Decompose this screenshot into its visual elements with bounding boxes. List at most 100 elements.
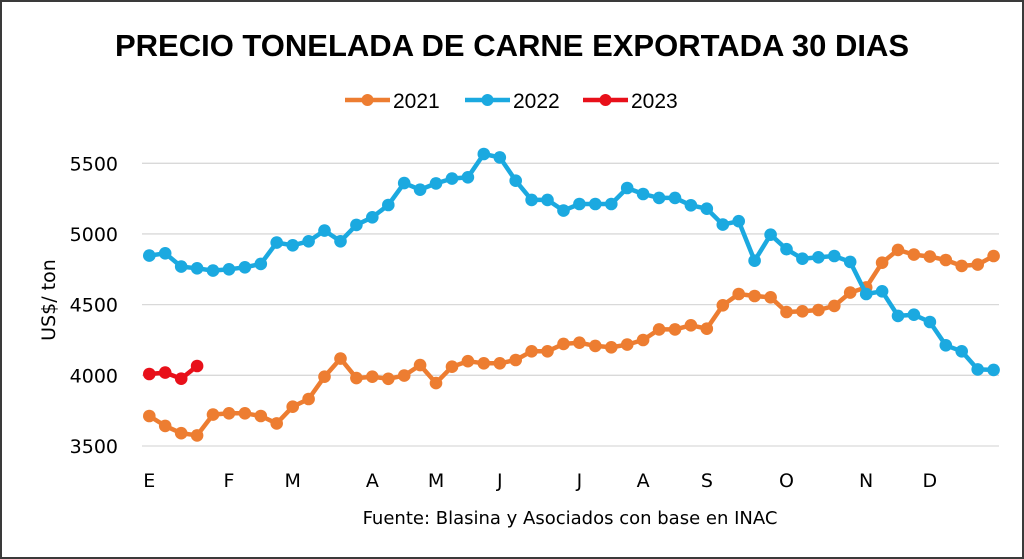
data-point	[812, 250, 825, 264]
data-point	[875, 256, 889, 270]
x-tick-label: A	[366, 470, 379, 492]
data-point	[748, 254, 761, 267]
legend-dot-marker	[599, 94, 612, 106]
data-point	[334, 352, 347, 365]
x-tick-label: F	[223, 470, 234, 492]
x-tick-label: D	[923, 470, 938, 492]
data-point	[158, 419, 172, 433]
data-point	[891, 243, 905, 257]
data-point	[732, 287, 745, 301]
data-point	[270, 417, 284, 430]
data-point	[397, 176, 411, 190]
data-point	[828, 249, 841, 263]
data-point	[190, 429, 204, 442]
data-point	[716, 299, 730, 312]
data-point	[206, 408, 220, 421]
y-tick-label: 3500	[70, 436, 118, 458]
y-axis-ticks: 3500 4000 4500 5000 5500	[70, 153, 118, 458]
data-point	[429, 177, 443, 190]
data-point	[509, 353, 522, 367]
data-point	[525, 345, 538, 358]
data-point	[573, 336, 586, 350]
data-point	[382, 372, 395, 386]
data-point	[174, 372, 188, 386]
chart-title: PRECIO TONELADA DE CARNE EXPORTADA 30 DI…	[115, 28, 909, 63]
data-point	[445, 360, 459, 374]
x-tick-label: S	[701, 470, 713, 492]
data-point	[366, 211, 379, 224]
data-point	[764, 291, 777, 304]
data-point	[780, 242, 793, 256]
data-point	[652, 323, 666, 336]
data-point	[270, 236, 284, 249]
y-tick-label: 4500	[70, 295, 118, 317]
data-point	[605, 197, 618, 211]
data-point	[413, 183, 427, 196]
data-point	[318, 370, 331, 384]
data-point	[334, 235, 347, 248]
data-point	[158, 247, 172, 260]
x-tick-label: O	[779, 470, 794, 492]
data-point	[461, 354, 475, 368]
data-point	[429, 376, 443, 390]
data-point	[971, 258, 984, 271]
data-point	[700, 202, 714, 215]
data-point	[891, 309, 905, 323]
data-point	[843, 286, 857, 299]
data-point	[668, 191, 682, 205]
data-point	[190, 359, 204, 373]
data-point	[557, 337, 570, 351]
data-point	[764, 228, 777, 241]
data-point	[143, 249, 156, 262]
data-point	[413, 358, 427, 372]
data-point	[366, 370, 379, 384]
data-point	[190, 262, 204, 275]
data-point	[589, 339, 602, 353]
data-point	[509, 174, 522, 187]
data-point	[238, 407, 252, 420]
gridlines	[142, 162, 999, 447]
data-point	[589, 197, 602, 211]
data-point	[716, 218, 730, 231]
data-point	[525, 193, 538, 207]
data-point	[955, 345, 968, 358]
series-group	[143, 147, 1000, 442]
data-point	[748, 289, 761, 303]
data-point	[254, 257, 268, 271]
legend-item-2022: 2022	[465, 90, 560, 113]
y-tick-label: 5000	[70, 224, 118, 246]
data-point	[350, 371, 363, 385]
data-point	[254, 409, 268, 423]
data-point	[286, 239, 300, 252]
data-point	[397, 369, 411, 382]
data-point	[796, 305, 809, 318]
data-point	[350, 218, 363, 232]
series-2022	[143, 147, 1000, 377]
data-point	[222, 263, 236, 276]
data-point	[238, 261, 252, 274]
data-point	[875, 285, 889, 298]
data-point	[493, 357, 507, 370]
legend-item-2023: 2023	[583, 90, 678, 113]
series-line-2021	[148, 247, 995, 438]
data-point	[668, 323, 682, 336]
x-tick-label: E	[143, 470, 155, 492]
legend: 2021 2022 2023	[345, 90, 678, 113]
data-point	[636, 333, 650, 347]
data-point	[493, 151, 507, 164]
data-point	[318, 224, 331, 237]
x-tick-label: N	[859, 470, 873, 492]
data-point	[620, 338, 634, 351]
data-point	[302, 392, 315, 406]
legend-label: 2022	[513, 90, 560, 113]
data-point	[828, 299, 841, 313]
data-point	[971, 363, 984, 376]
data-point	[859, 287, 873, 301]
data-point	[684, 319, 698, 332]
data-point	[955, 259, 968, 273]
data-point	[206, 264, 220, 277]
data-point	[939, 339, 953, 352]
data-point	[477, 147, 491, 161]
